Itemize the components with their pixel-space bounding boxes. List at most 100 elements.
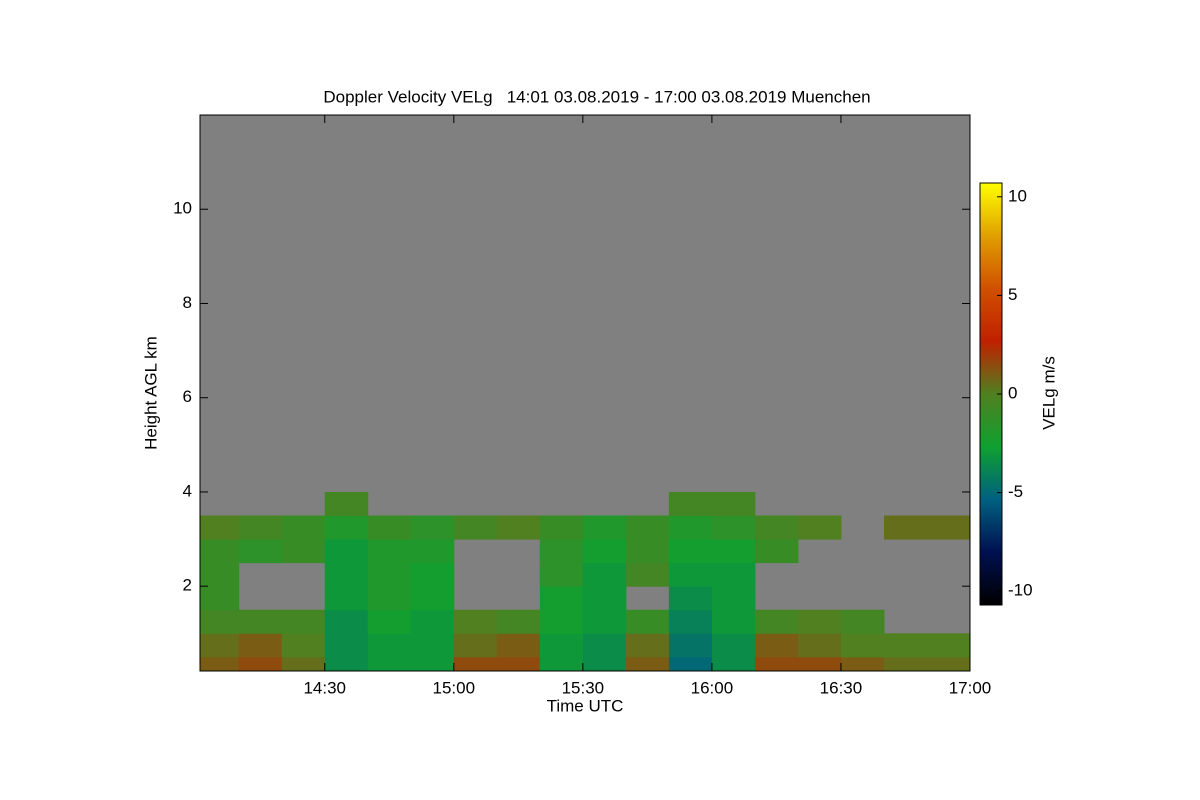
y-tick-label: 4: [183, 481, 192, 500]
heatmap-cell: [539, 586, 584, 611]
heatmap-cell: [324, 539, 369, 564]
heatmap-cell: [625, 609, 670, 634]
x-tick-label: 15:00: [433, 678, 476, 697]
heatmap-cell: [496, 633, 541, 658]
heatmap-cell: [625, 633, 670, 658]
heatmap-cell: [496, 656, 541, 672]
heatmap-cell: [410, 656, 455, 672]
heatmap-cell: [238, 656, 283, 672]
heatmap-cell: [539, 562, 584, 587]
heatmap-cell: [883, 656, 928, 672]
heatmap-cell: [797, 633, 842, 658]
heatmap-cell: [410, 586, 455, 611]
x-tick-label: 15:30: [562, 678, 605, 697]
heatmap-cell: [582, 656, 627, 672]
heatmap-cell: [324, 562, 369, 587]
heatmap-cell: [281, 609, 326, 634]
heatmap-cell: [410, 609, 455, 634]
colorbar-label: VELg m/s: [1039, 356, 1058, 430]
heatmap-cell: [625, 515, 670, 540]
heatmap-cell: [711, 562, 756, 587]
heatmap-cell: [410, 562, 455, 587]
heatmap-cell: [582, 539, 627, 564]
heatmap-cell: [324, 656, 369, 672]
heatmap-cell: [926, 656, 971, 672]
heatmap-cell: [668, 586, 713, 611]
heatmap-cell: [625, 539, 670, 564]
heatmap-cell: [200, 656, 240, 672]
heatmap-cell: [200, 586, 240, 611]
heatmap-cell: [238, 609, 283, 634]
heatmap-cell: [711, 586, 756, 611]
heatmap-cell: [754, 539, 799, 564]
heatmap-cell: [668, 562, 713, 587]
y-tick-label: 8: [183, 293, 192, 312]
heatmap-cell: [324, 609, 369, 634]
heatmap-cell: [539, 656, 584, 672]
heatmap-cell: [582, 609, 627, 634]
heatmap-cell: [496, 609, 541, 634]
heatmap-cell: [668, 609, 713, 634]
heatmap-cell: [582, 633, 627, 658]
heatmap-cell: [200, 609, 240, 634]
heatmap-cell: [883, 633, 928, 658]
x-tick-label: 16:30: [820, 678, 863, 697]
heatmap-cell: [625, 656, 670, 672]
heatmap-cell: [238, 633, 283, 658]
heatmap-cell: [840, 609, 885, 634]
x-tick-label: 16:00: [691, 678, 734, 697]
heatmap-cell: [200, 515, 240, 540]
x-tick-label: 17:00: [949, 678, 992, 697]
heatmap-cell: [367, 539, 412, 564]
heatmap-cell: [539, 539, 584, 564]
colorbar-tick-label: -10: [1008, 581, 1033, 600]
heatmap-cell: [668, 656, 713, 672]
heatmap-cell: [668, 491, 713, 517]
heatmap-cell: [367, 656, 412, 672]
heatmap-cell: [367, 609, 412, 634]
heatmap-cell: [539, 515, 584, 540]
heatmap-cell: [281, 656, 326, 672]
heatmap-cell: [840, 633, 885, 658]
x-tick-label: 14:30: [303, 678, 346, 697]
heatmap-cell: [410, 633, 455, 658]
colorbar-tick-label: 10: [1008, 186, 1027, 205]
heatmap-cell: [926, 515, 971, 540]
heatmap-cell: [324, 586, 369, 611]
heatmap-cell: [367, 515, 412, 540]
heatmap-cell: [200, 562, 240, 587]
heatmap-cell: [582, 562, 627, 587]
y-tick-label: 6: [183, 387, 192, 406]
colorbar-tick-label: 5: [1008, 285, 1017, 304]
heatmap-cell: [797, 515, 842, 540]
heatmap-cell: [797, 609, 842, 634]
heatmap-cell: [582, 515, 627, 540]
heatmap-cell: [625, 562, 670, 587]
heatmap-cell: [324, 633, 369, 658]
heatmap-cell: [711, 633, 756, 658]
heatmap-cell: [453, 633, 498, 658]
y-tick-label: 2: [183, 576, 192, 595]
heatmap-cell: [367, 586, 412, 611]
plot-frame: [199, 114, 971, 672]
heatmap-cell: [711, 539, 756, 564]
y-tick-label: 10: [173, 199, 192, 218]
heatmap-cell: [281, 515, 326, 540]
heatmap-cell: [754, 633, 799, 658]
heatmap-cell: [200, 633, 240, 658]
heatmap-cell: [668, 633, 713, 658]
heatmap-cell: [453, 656, 498, 672]
heatmap-cell: [840, 656, 885, 672]
heatmap-cell: [539, 609, 584, 634]
heatmap-cell: [496, 515, 541, 540]
heatmap-cell: [582, 586, 627, 611]
heatmap-cell: [324, 491, 369, 517]
heatmap-cell: [883, 515, 928, 540]
heatmap-cell: [668, 539, 713, 564]
heatmap-cell: [410, 515, 455, 540]
heatmap-cell: [711, 491, 756, 517]
heatmap-cell: [238, 515, 283, 540]
heatmap-cell: [711, 656, 756, 672]
